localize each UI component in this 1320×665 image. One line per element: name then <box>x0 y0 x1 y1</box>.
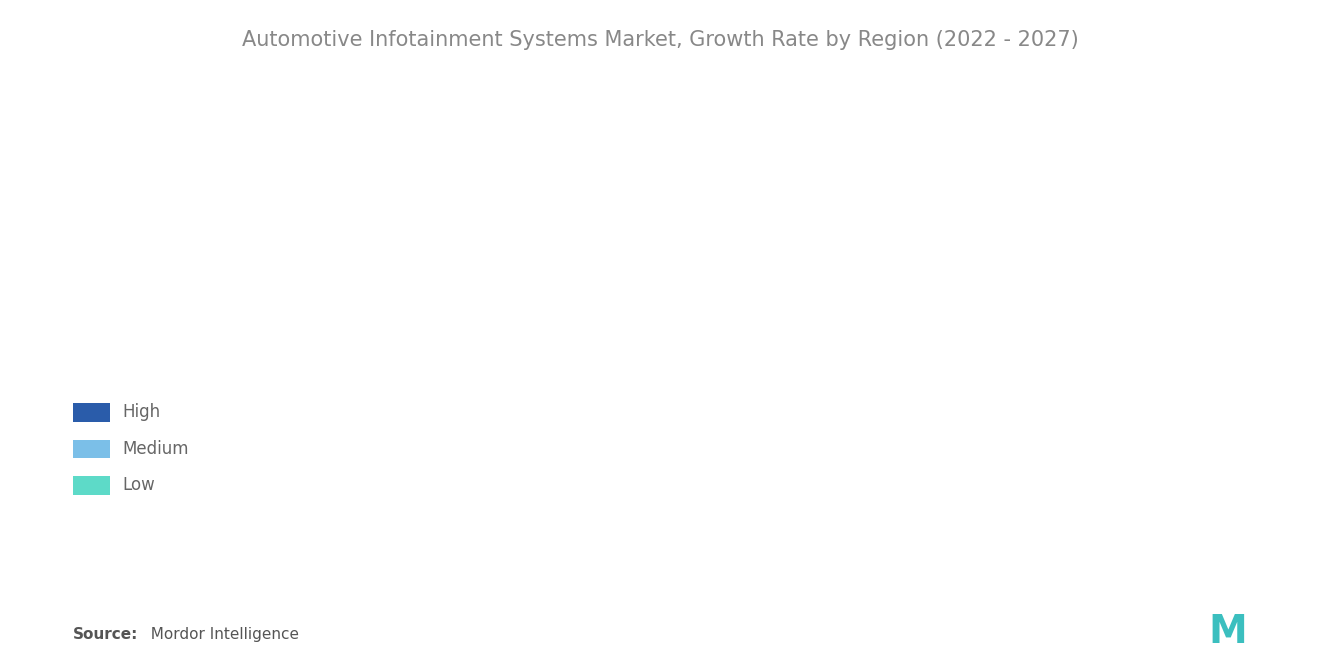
Text: Automotive Infotainment Systems Market, Growth Rate by Region (2022 - 2027): Automotive Infotainment Systems Market, … <box>242 30 1078 50</box>
Text: Low: Low <box>123 476 156 495</box>
Text: M: M <box>1208 612 1247 651</box>
Text: Mordor Intelligence: Mordor Intelligence <box>141 626 300 642</box>
Text: Source:: Source: <box>73 626 139 642</box>
Text: High: High <box>123 403 161 422</box>
Text: Medium: Medium <box>123 440 189 458</box>
